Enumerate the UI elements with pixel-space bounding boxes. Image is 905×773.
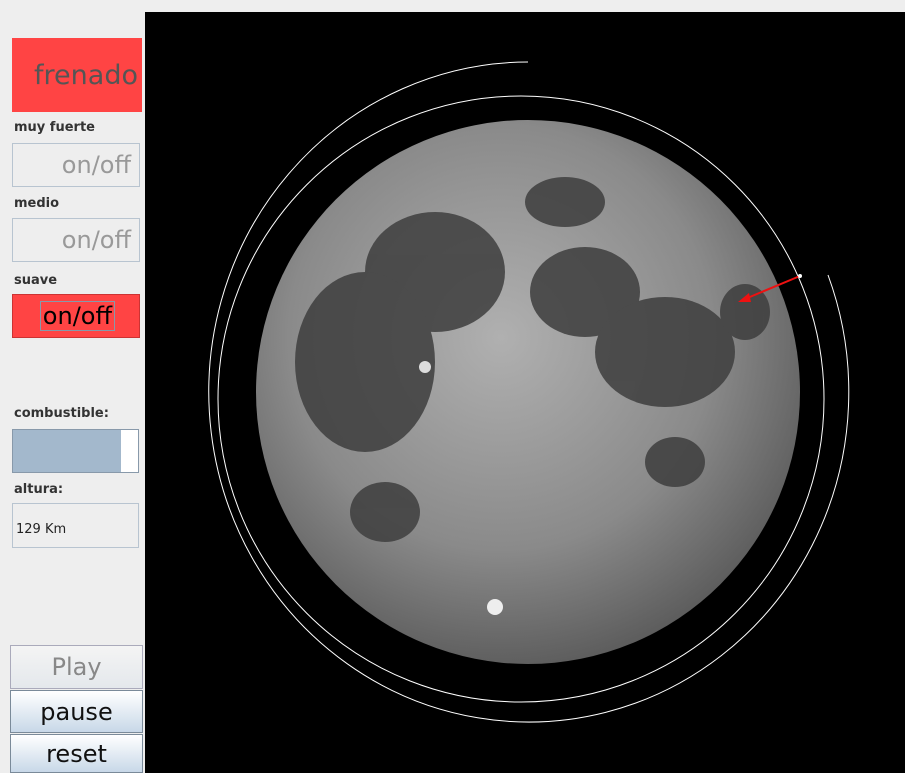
play-button[interactable]: Play [10, 645, 143, 689]
direction-arrow [744, 275, 801, 300]
orbit-inner [217, 95, 825, 703]
medium-toggle[interactable]: on/off [12, 218, 140, 262]
orbit-trail [208, 61, 850, 723]
soft-label: suave [14, 273, 58, 288]
soft-toggle-text: on/off [39, 301, 115, 331]
moon-maria [295, 177, 770, 542]
crater [419, 361, 431, 373]
soft-toggle[interactable]: on/off [12, 294, 140, 338]
medium-label: medio [14, 196, 60, 211]
space-canvas [145, 12, 905, 773]
fuel-bar [12, 429, 139, 473]
pause-button[interactable]: pause [10, 690, 143, 733]
lander [798, 274, 802, 278]
altitude-field: 129 Km [12, 503, 139, 548]
altitude-label: altura: [14, 482, 64, 497]
strong-label: muy fuerte [14, 120, 95, 135]
strong-toggle[interactable]: on/off [12, 143, 140, 187]
fuel-label: combustible: [14, 406, 109, 421]
crater [487, 599, 503, 615]
brake-button[interactable]: frenado [12, 38, 142, 112]
fuel-fill [13, 430, 121, 472]
arrow-head [738, 293, 751, 302]
reset-button[interactable]: reset [10, 734, 143, 773]
